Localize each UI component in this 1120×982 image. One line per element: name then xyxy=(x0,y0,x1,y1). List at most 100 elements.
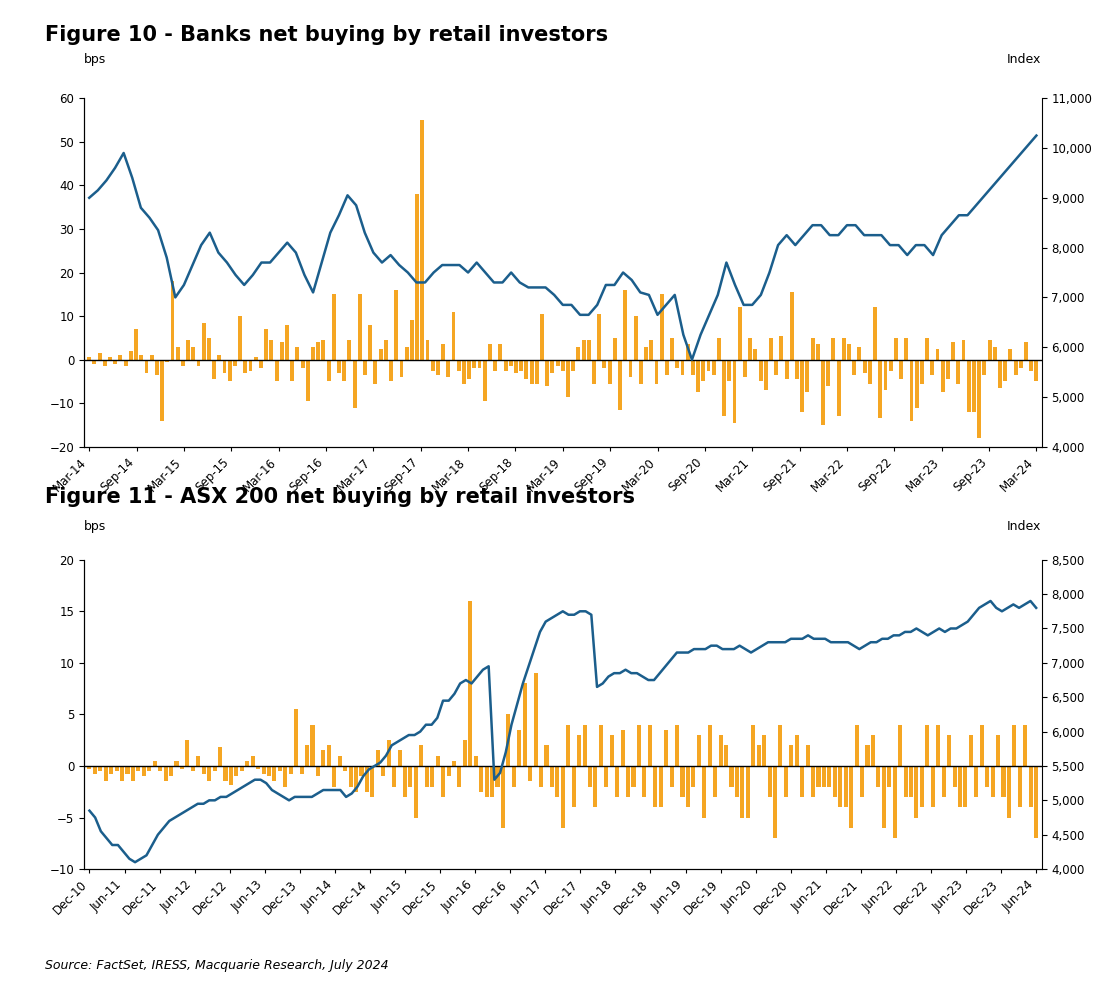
Bar xyxy=(561,766,564,828)
Bar xyxy=(951,342,955,359)
Bar xyxy=(368,325,372,359)
Bar xyxy=(638,359,643,384)
Bar xyxy=(866,745,869,766)
Bar xyxy=(1034,766,1038,839)
Text: Index: Index xyxy=(1007,53,1042,66)
Bar xyxy=(129,351,133,359)
Text: Figure 10 - Banks net buying by retail investors: Figure 10 - Banks net buying by retail i… xyxy=(45,25,608,44)
Bar xyxy=(333,766,336,787)
Bar xyxy=(828,766,831,787)
Bar xyxy=(234,766,239,777)
Bar xyxy=(186,340,190,359)
Bar xyxy=(550,359,554,373)
Bar xyxy=(915,359,918,408)
Bar xyxy=(948,735,951,766)
Bar xyxy=(416,194,419,359)
Bar xyxy=(431,359,435,370)
Bar xyxy=(295,709,298,766)
Text: Index: Index xyxy=(1007,519,1042,532)
Bar xyxy=(758,359,763,381)
Bar xyxy=(878,359,883,418)
Bar xyxy=(358,295,362,359)
Bar xyxy=(504,359,507,370)
Bar xyxy=(664,730,669,766)
Bar xyxy=(207,766,212,782)
Bar xyxy=(988,340,991,359)
Bar xyxy=(790,745,793,766)
Bar xyxy=(1018,766,1021,807)
Bar xyxy=(202,766,206,774)
Bar xyxy=(685,766,690,807)
Bar xyxy=(784,766,787,797)
Bar xyxy=(419,745,423,766)
Bar xyxy=(245,761,250,766)
Bar xyxy=(386,740,391,766)
Bar xyxy=(491,766,494,797)
Bar xyxy=(254,357,258,359)
Bar xyxy=(524,359,529,379)
Bar xyxy=(233,359,236,366)
Bar xyxy=(213,766,216,771)
Bar xyxy=(394,290,399,359)
Bar xyxy=(717,338,721,359)
Bar xyxy=(727,359,731,381)
Bar xyxy=(493,359,497,370)
Bar xyxy=(904,766,907,797)
Bar xyxy=(702,766,707,817)
Bar xyxy=(404,347,409,359)
Bar xyxy=(488,345,492,359)
Bar xyxy=(289,766,292,774)
Bar xyxy=(860,766,865,797)
Bar xyxy=(180,766,184,769)
Bar xyxy=(624,290,627,359)
Bar xyxy=(441,345,445,359)
Bar xyxy=(256,766,260,769)
Bar xyxy=(447,766,450,777)
Bar xyxy=(843,766,848,807)
Bar xyxy=(685,345,690,359)
Bar xyxy=(545,359,549,386)
Bar xyxy=(283,766,288,787)
Bar xyxy=(316,766,320,777)
Bar xyxy=(530,359,533,384)
Bar xyxy=(144,359,149,373)
Bar xyxy=(842,338,846,359)
Bar xyxy=(821,359,825,425)
Bar xyxy=(196,359,200,366)
Bar xyxy=(512,766,516,787)
Bar xyxy=(946,359,950,379)
Bar xyxy=(278,766,282,771)
Bar xyxy=(270,340,273,359)
Bar xyxy=(166,359,169,361)
Bar xyxy=(654,359,659,384)
Bar xyxy=(615,766,619,797)
Bar xyxy=(637,725,641,766)
Bar xyxy=(898,725,903,766)
Bar xyxy=(123,359,128,366)
Bar xyxy=(353,359,356,408)
Bar xyxy=(218,747,222,766)
Bar xyxy=(1012,725,1017,766)
Bar xyxy=(561,359,564,370)
Bar xyxy=(998,359,1002,388)
Bar xyxy=(982,359,987,375)
Bar xyxy=(284,325,289,359)
Bar xyxy=(936,725,941,766)
Bar xyxy=(977,359,981,438)
Bar xyxy=(735,766,739,797)
Bar xyxy=(990,766,995,797)
Bar xyxy=(811,766,815,797)
Bar xyxy=(158,766,162,771)
Bar xyxy=(588,766,592,787)
Bar xyxy=(384,340,388,359)
Bar xyxy=(577,347,580,359)
Bar xyxy=(974,766,979,797)
Bar xyxy=(113,359,118,364)
Bar xyxy=(327,745,330,766)
Bar xyxy=(729,766,734,787)
Bar xyxy=(904,338,908,359)
Bar xyxy=(176,347,179,359)
Bar xyxy=(87,766,92,769)
Bar xyxy=(108,357,112,359)
Bar xyxy=(774,359,778,375)
